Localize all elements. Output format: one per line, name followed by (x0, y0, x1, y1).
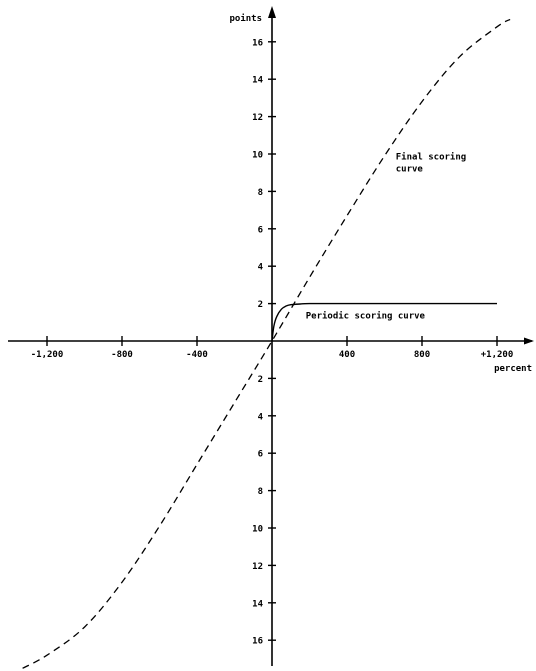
y-tick-label: 2 (258, 300, 263, 310)
x-axis-label: percent (494, 364, 532, 374)
final-scoring-curve-label: Final scoring curve (396, 152, 466, 175)
y-axis-label: points (229, 13, 262, 24)
annotations: Final scoring curve Periodic scoring curve (306, 152, 466, 322)
y-tick-label: 2 (258, 375, 263, 385)
final-scoring-curve-label-line: Final scoring (396, 152, 466, 163)
y-tick-label: 4 (258, 412, 264, 422)
y-tick-label: 16 (252, 38, 263, 48)
y-tick-label: 14 (252, 599, 263, 609)
x-tick-label: -400 (186, 350, 208, 360)
y-tick-label: 6 (258, 225, 263, 235)
y-tick-label: 10 (252, 525, 263, 535)
y-tick-label: 6 (258, 450, 263, 460)
y-tick-label: 8 (258, 188, 263, 198)
series (22, 18, 511, 669)
x-tick-label: 800 (414, 350, 430, 360)
x-tick-label: -800 (111, 350, 133, 360)
y-tick-label: 12 (252, 562, 263, 572)
y-tick-label: 4 (258, 263, 264, 273)
axes (8, 6, 534, 666)
periodic-scoring-curve-line (271, 302, 497, 342)
x-tick-label: +1,200 (481, 350, 514, 360)
y-tick-label: 8 (258, 487, 263, 497)
final-scoring-curve-line (22, 18, 511, 669)
x-axis-arrow (524, 337, 534, 345)
periodic-scoring-curve-label: Periodic scoring curve (306, 311, 426, 322)
periodic-scoring-curve-label-line: Periodic scoring curve (306, 311, 426, 322)
x-tick-label: 400 (339, 350, 355, 360)
final-scoring-curve-label-line: curve (396, 165, 424, 175)
y-tick-label: 12 (252, 113, 263, 123)
y-tick-label: 10 (252, 151, 263, 161)
ticks: -1,200 -800 -400 400 800 +1,200 16 14 12 10 8 6 4 2 2 4… (31, 38, 514, 646)
y-axis-arrow (268, 6, 276, 18)
y-tick-label: 14 (252, 76, 263, 86)
x-tick-label: -1,200 (31, 350, 64, 360)
y-tick-label: 16 (252, 637, 263, 647)
